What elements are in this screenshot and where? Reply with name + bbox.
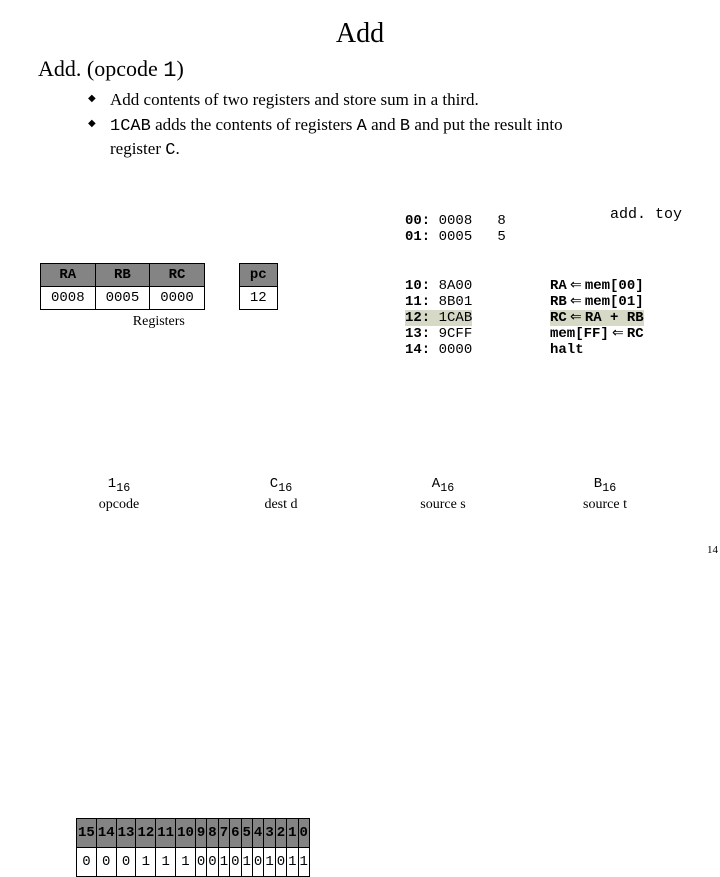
b2-code3: B bbox=[400, 117, 410, 136]
reg-v-ra: 0008 bbox=[41, 287, 96, 310]
file-label: add. toy bbox=[610, 206, 682, 223]
g3-label: source s bbox=[362, 497, 524, 513]
g2-sub: 16 bbox=[278, 481, 292, 495]
reg-v-pc: 12 bbox=[239, 287, 277, 310]
g4-label: source t bbox=[524, 497, 686, 513]
subtitle-prefix: Add. (opcode bbox=[38, 56, 163, 81]
g4-sub: 16 bbox=[602, 481, 616, 495]
g4-hex: B bbox=[594, 476, 602, 492]
group-src-s: A16 source s bbox=[362, 476, 524, 513]
bullet-1: Add contents of two registers and store … bbox=[110, 89, 590, 110]
register-box: RA RB RC pc 0008 0005 0000 12 Registers bbox=[40, 263, 278, 330]
group-dest: C16 dest d bbox=[200, 476, 362, 513]
g1-hex: 1 bbox=[108, 476, 116, 492]
memory-top: 00: 0008 801: 0005 5 bbox=[405, 213, 506, 245]
b2-sfx: . bbox=[175, 139, 179, 158]
g2-hex: C bbox=[270, 476, 278, 492]
page-title: Add bbox=[0, 18, 720, 50]
g3-hex: A bbox=[432, 476, 440, 492]
reg-h-pc: pc bbox=[239, 264, 277, 287]
b2-code2: A bbox=[357, 117, 367, 136]
memory-bottom: 10: 8A0011: 8B0112: 1CAB13: 9CFF14: 0000 bbox=[405, 278, 472, 358]
b2-code1: 1CAB bbox=[110, 117, 151, 136]
reg-h-rc: RC bbox=[150, 264, 205, 287]
b2-code4: C bbox=[165, 141, 175, 160]
group-src-t: B16 source t bbox=[524, 476, 686, 513]
bullet-2: 1CAB adds the contents of registers A an… bbox=[110, 114, 590, 161]
g3-sub: 16 bbox=[440, 481, 454, 495]
reg-v-rc: 0000 bbox=[150, 287, 205, 310]
g1-sub: 16 bbox=[116, 481, 130, 495]
g2-label: dest d bbox=[200, 497, 362, 513]
mapping-block: RA⇐mem[00]RB⇐mem[01]RC⇐RA + RBmem[FF]⇐RC… bbox=[550, 278, 644, 358]
group-opcode: 116 opcode bbox=[38, 476, 200, 513]
subtitle-opcode: 1 bbox=[163, 58, 176, 83]
b2-m1: adds the contents of registers bbox=[151, 115, 357, 134]
reg-h-ra: RA bbox=[41, 264, 96, 287]
bullet-list: Add contents of two registers and store … bbox=[70, 89, 720, 161]
register-table: RA RB RC pc 0008 0005 0000 12 bbox=[40, 263, 278, 310]
reg-h-rb: RB bbox=[95, 264, 150, 287]
g1-label: opcode bbox=[38, 497, 200, 513]
register-caption: Registers bbox=[40, 314, 278, 330]
subtitle-suffix: ) bbox=[176, 56, 183, 81]
b2-m2: and bbox=[367, 115, 400, 134]
bits-table: 1514131211109876543210 0001110010101011 bbox=[76, 818, 310, 877]
reg-v-rb: 0005 bbox=[95, 287, 150, 310]
subtitle: Add. (opcode 1) bbox=[38, 56, 720, 83]
page-number: 14 bbox=[707, 544, 718, 556]
